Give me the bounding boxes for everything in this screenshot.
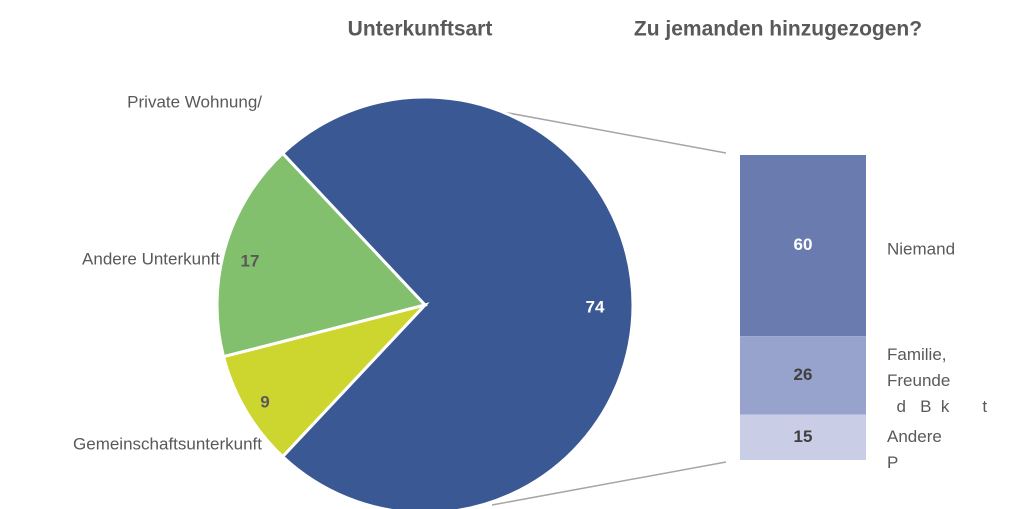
value-label: 60 — [794, 235, 813, 254]
value-label: 17 — [241, 251, 260, 270]
bar-segment — [740, 336, 866, 415]
pie-title: Unterkunftsart — [348, 18, 493, 41]
bar-segment — [740, 155, 866, 337]
value-label: 26 — [794, 365, 813, 384]
pie-slice — [215, 151, 428, 359]
slice-label: Private Wohnung/ — [127, 92, 262, 111]
value-label: 74 — [586, 297, 605, 316]
segment-label: Niemand — [887, 239, 955, 258]
bar-segment — [740, 414, 866, 460]
segment-label: Andere P — [887, 427, 942, 472]
pie-slice — [280, 95, 635, 509]
value-label: 15 — [794, 427, 813, 446]
slice-label: Gemeinschaftsunterkunft — [73, 434, 262, 453]
connector — [491, 461, 727, 506]
segment-label: Familie, Freunde d B k t — [887, 345, 987, 416]
connector — [491, 109, 727, 154]
value-label: 9 — [260, 392, 269, 411]
slice-label: Andere Unterkunft — [82, 249, 220, 268]
bar-title: Zu jemanden hinzugezogen? — [634, 18, 922, 41]
pie-slice — [221, 302, 430, 459]
